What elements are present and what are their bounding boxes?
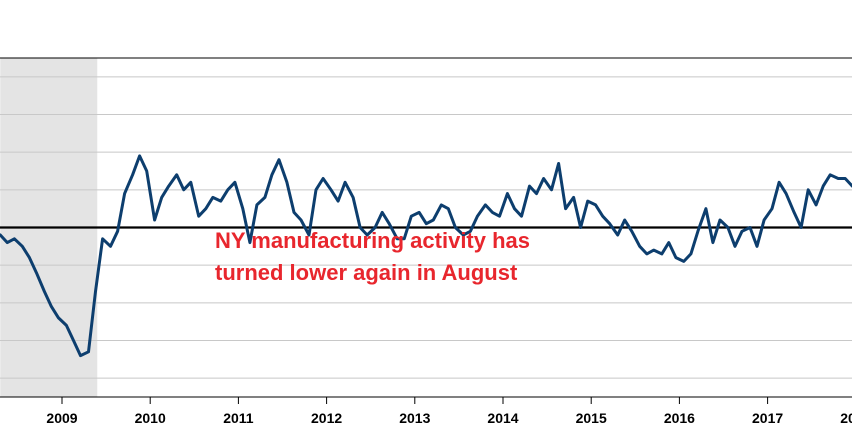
x-tick-label: 2011	[223, 410, 254, 426]
x-tick-label: 2013	[399, 410, 430, 426]
x-axis: 2009 2010 2011 2012 2013 2014 2015 2016 2017 2018	[46, 397, 852, 426]
x-tick-label: 2015	[576, 410, 607, 426]
x-tick-label: 2012	[311, 410, 342, 426]
annotation-line-2: turned lower again in August	[215, 260, 518, 285]
x-tick-label: 2018	[840, 410, 852, 426]
x-tick-label: 2014	[487, 410, 518, 426]
series-line-ny-manufacturing	[0, 154, 852, 358]
x-tick-label: 2017	[752, 410, 783, 426]
x-tick-label: 2009	[46, 410, 77, 426]
annotation-line-1: NY manufacturing activity has	[215, 228, 530, 253]
gridlines	[0, 76, 852, 379]
x-tick-label: 2016	[664, 410, 695, 426]
x-tick-label: 2010	[135, 410, 166, 426]
